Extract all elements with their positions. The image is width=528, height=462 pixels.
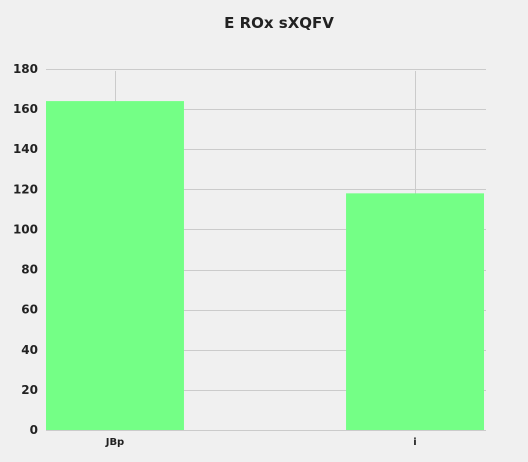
x-category-label: JBp — [105, 437, 125, 448]
y-tick-label: 60 — [21, 303, 38, 317]
y-tick-label: 120 — [13, 182, 38, 196]
x-axis-category-labels: JBp i — [105, 437, 417, 448]
y-tick-label: 140 — [13, 142, 38, 156]
bar-i — [346, 193, 484, 430]
y-axis-tick-labels: 0 20 40 60 80 100 120 140 160 180 — [13, 62, 38, 437]
y-tick-label: 160 — [13, 102, 38, 116]
y-tick-label: 180 — [13, 62, 38, 76]
chart-title: E ROx sXQFV — [224, 14, 334, 32]
y-tick-label: 0 — [30, 423, 38, 437]
y-tick-label: 100 — [13, 222, 38, 236]
y-tick-label: 40 — [21, 343, 38, 357]
bars — [46, 101, 484, 430]
bar-JBp — [46, 101, 184, 430]
x-category-label: i — [413, 437, 416, 448]
y-tick-label: 80 — [21, 263, 38, 277]
y-tick-label: 20 — [21, 383, 38, 397]
